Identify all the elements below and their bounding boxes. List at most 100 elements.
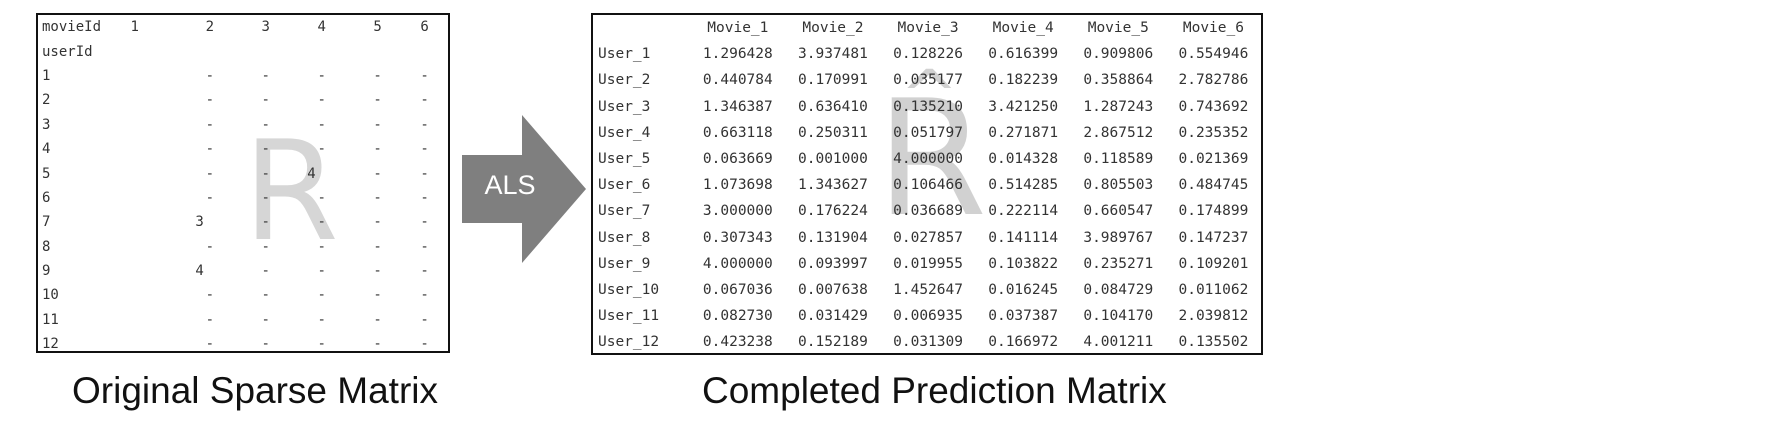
sparse-cell: -	[261, 67, 270, 84]
prediction-column-header: Movie_5	[1087, 20, 1149, 37]
sparse-empty-cell	[130, 39, 177, 63]
sparse-cell: -	[420, 336, 429, 353]
prediction-cell: 4.000000	[893, 151, 963, 168]
prediction-row-user: User_1	[598, 46, 651, 63]
sparse-row: 12 - - - - -	[38, 332, 448, 353]
prediction-cell: 0.031429	[798, 308, 868, 325]
prediction-cell: 4.000000	[702, 255, 773, 272]
prediction-cell: 0.104170	[1083, 308, 1154, 325]
prediction-cell: 0.616399	[988, 46, 1059, 63]
sparse-cell	[130, 137, 177, 161]
prediction-cell: 0.484745	[1178, 177, 1249, 194]
prediction-cell: 0.805503	[1083, 177, 1154, 194]
sparse-row-user: 8	[42, 238, 51, 255]
prediction-cell: 0.118589	[1083, 151, 1154, 168]
prediction-row: User_6 1.073698 1.343627 0.106466 0.514285 0.…	[593, 172, 1261, 198]
prediction-column-header: Movie_2	[802, 20, 864, 37]
sparse-cell: -	[205, 165, 215, 182]
prediction-cell: 3.989767	[1083, 229, 1154, 246]
prediction-cell: 0.660547	[1083, 203, 1154, 220]
prediction-cell: 0.182239	[988, 72, 1059, 89]
prediction-cell: 0.016245	[988, 281, 1059, 298]
prediction-cell: 1.296428	[702, 46, 773, 63]
sparse-cell: 4	[307, 165, 316, 182]
prediction-cell: 0.222114	[988, 203, 1059, 220]
prediction-cell: 0.027857	[893, 229, 963, 246]
sparse-cell	[130, 210, 177, 234]
sparse-cell: -	[205, 238, 215, 255]
prediction-row-user: User_7	[598, 203, 651, 220]
sparse-cell: -	[317, 92, 326, 109]
sparse-empty-cell	[401, 39, 448, 63]
prediction-matrix-caption: Completed Prediction Matrix	[702, 370, 1167, 411]
sparse-cell: -	[261, 189, 270, 206]
sparse-column-header: 1	[130, 19, 139, 36]
sparse-cell: -	[420, 238, 429, 255]
sparse-row-user: 1	[42, 67, 51, 84]
als-arrow-shape	[462, 115, 586, 263]
sparse-row-user: 11	[42, 311, 59, 328]
sparse-row-user: 7	[42, 214, 51, 231]
sparse-cell: -	[373, 92, 382, 109]
sparse-cell: -	[205, 116, 215, 133]
sparse-cell: -	[317, 67, 326, 84]
prediction-corner-cell	[593, 15, 690, 41]
sparse-cell: -	[420, 311, 429, 328]
prediction-cell: 0.440784	[702, 72, 773, 89]
sparse-column-header: 3	[261, 19, 270, 36]
sparse-row: 5 - - 4 - -	[38, 161, 448, 185]
prediction-cell: 0.135502	[1178, 334, 1249, 351]
sparse-row-user: 5	[42, 165, 51, 182]
sparse-cell: -	[420, 141, 429, 158]
prediction-cell: 0.909806	[1083, 46, 1154, 63]
sparse-row: 2 - - - - -	[38, 88, 448, 112]
prediction-cell: 0.036689	[893, 203, 963, 220]
prediction-column-header: Movie_1	[707, 20, 769, 37]
prediction-cell: 4.001211	[1083, 334, 1154, 351]
prediction-cell: 1.073698	[702, 177, 773, 194]
sparse-matrix-panel: R movieId 1 2 3 4 5 6 userId 1- - - - -2- - - - -3- - - - -4…	[36, 13, 450, 353]
sparse-column-header: 5	[373, 19, 382, 36]
sparse-row-user: 9	[42, 263, 51, 280]
sparse-cell: -	[317, 189, 326, 206]
prediction-cell: 1.287243	[1083, 98, 1154, 115]
prediction-cell: 0.554946	[1178, 46, 1249, 63]
sparse-cell: -	[373, 116, 382, 133]
prediction-cell: 0.147237	[1178, 229, 1249, 246]
prediction-cell: 0.007638	[798, 281, 868, 298]
sparse-cell: -	[373, 287, 382, 304]
prediction-cell: 0.082730	[702, 308, 773, 325]
sparse-cell: -	[261, 214, 270, 231]
prediction-column-header: Movie_3	[897, 20, 959, 37]
sparse-cell	[130, 332, 177, 351]
prediction-cell: 0.063669	[702, 151, 773, 168]
prediction-cell: 0.743692	[1178, 98, 1249, 115]
sparse-cell	[130, 235, 177, 259]
sparse-cell: -	[205, 67, 215, 84]
prediction-cell: 0.067036	[702, 281, 773, 298]
prediction-row: User_11 0.082730 0.031429 0.006935 0.037387 0…	[593, 303, 1261, 329]
sparse-cell: -	[205, 189, 215, 206]
prediction-row: User_4 0.663118 0.250311 0.051797 0.271871 2.…	[593, 120, 1261, 146]
sparse-matrix-caption: Original Sparse Matrix	[72, 370, 439, 411]
sparse-row: 6 - - - - -	[38, 186, 448, 210]
prediction-cell: 0.035177	[893, 72, 963, 89]
prediction-cell: 0.084729	[1083, 281, 1154, 298]
als-arrow	[462, 115, 586, 263]
sparse-cell: -	[317, 214, 326, 231]
prediction-cell: 2.782786	[1178, 72, 1249, 89]
sparse-cell: -	[420, 263, 429, 280]
prediction-cell: 0.106466	[893, 177, 963, 194]
prediction-cell: 0.031309	[893, 334, 963, 351]
prediction-row: User_12 0.423238 0.152189 0.031309 0.166972 4…	[593, 329, 1261, 353]
sparse-header-label: movieId	[42, 19, 102, 36]
prediction-cell: 0.037387	[988, 308, 1059, 325]
sparse-row: 11 - - - - -	[38, 308, 448, 332]
prediction-cell: 0.235352	[1178, 124, 1249, 141]
sparse-cell: 4	[195, 263, 204, 280]
prediction-cell: 0.141114	[988, 229, 1059, 246]
sparse-cell	[130, 186, 177, 210]
sparse-row: 3 - - - - -	[38, 113, 448, 137]
prediction-cell: 0.011062	[1178, 281, 1249, 298]
prediction-cell: 0.135210	[893, 98, 963, 115]
